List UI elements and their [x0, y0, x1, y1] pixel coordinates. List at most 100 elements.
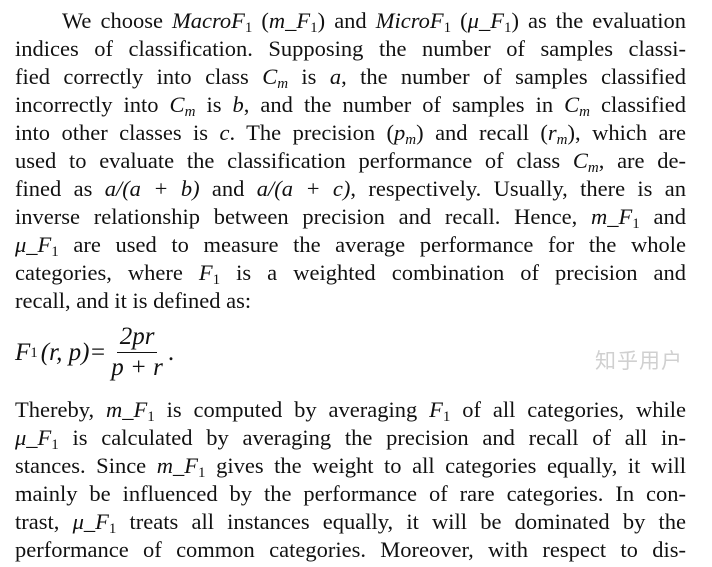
text-line: performance of common categories. Moreov… — [15, 536, 686, 564]
text-run: Thereby, — [15, 397, 107, 422]
math-italic: a — [329, 64, 342, 89]
formula-denominator: p + r — [111, 354, 163, 381]
math-italic: m_F — [156, 453, 198, 478]
math-subscript: m — [556, 132, 568, 148]
math-subscript: 1 — [147, 409, 155, 425]
math-subscript: 1 — [198, 465, 206, 481]
text-line: into other classes is c. The precision (… — [15, 119, 686, 148]
formula-end: . — [167, 338, 175, 366]
math-subscript: 1 — [51, 437, 59, 453]
text-run: and — [199, 176, 257, 201]
math-italic: b — [232, 92, 244, 117]
math-italic: r — [547, 120, 557, 145]
math-subscript: 1 — [244, 20, 253, 36]
math-italic: p — [394, 120, 406, 145]
math-italic: C — [169, 92, 185, 117]
text-line: incorrectly into Cm is b, and the number… — [15, 91, 687, 120]
text-line: used to evaluate the classification perf… — [15, 147, 686, 176]
math-subscript: 1 — [212, 272, 221, 288]
math-italic: c — [219, 120, 230, 145]
text-line: inverse relationship between precision a… — [15, 203, 686, 232]
text-run: gives the weight to all categories equal… — [205, 453, 686, 478]
math-subscript: 1 — [310, 20, 318, 36]
text-run: is calculated by averaging the precision… — [58, 425, 686, 450]
text-run: trast, — [15, 509, 73, 534]
f1-formula: F 1 (r, p)= 2pr p + r . — [15, 322, 175, 383]
text-run: ) as the evaluation — [511, 8, 687, 33]
text-line: Thereby, m_F1 is computed by averaging F… — [15, 396, 687, 425]
text-run: and — [639, 204, 686, 229]
math-subscript: m — [405, 132, 417, 148]
text-line: trast, μ_F1 treats all instances equally… — [15, 508, 686, 537]
text-run: ) and recall ( — [416, 120, 548, 145]
text-run: treats all instances equally, it will be… — [116, 509, 686, 534]
math-subscript: 1 — [632, 216, 640, 232]
text-line: fied correctly into class Cm is a, the n… — [15, 63, 686, 92]
text-run: is — [195, 92, 233, 117]
math-subscript: 1 — [442, 409, 451, 425]
text-run: , and the number of samples in — [243, 92, 565, 117]
text-run: incorrectly into — [15, 92, 170, 117]
math-italic: C — [262, 64, 278, 89]
math-italic: a/(a + c) — [256, 176, 351, 201]
paragraph-evaluation-indices: We choose MacroF1 (m_F1) and MicroF1 (μ_… — [15, 7, 686, 315]
text-run: ), which are — [567, 120, 686, 145]
math-italic: MacroF — [171, 8, 245, 33]
text-line: μ_F1 are used to measure the average per… — [15, 231, 686, 260]
math-subscript: 1 — [443, 20, 452, 36]
text-run: are used to measure the average performa… — [58, 232, 686, 257]
text-run: into other classes is — [15, 120, 220, 145]
math-italic: F — [429, 397, 443, 422]
text-run: mainly be influenced by the performance … — [15, 481, 686, 506]
math-subscript: 1 — [503, 20, 512, 36]
watermark: 知乎用户 — [595, 349, 683, 373]
math-italic: C — [564, 92, 580, 117]
text-line: recall, and it is defined as: — [15, 287, 686, 315]
text-run: inverse relationship between precision a… — [15, 204, 591, 229]
text-line: indices of classification. Supposing the… — [15, 35, 686, 63]
math-italic: C — [572, 148, 588, 173]
formula-args: (r, p)= — [40, 338, 107, 366]
text-line: categories, where F1 is a weighted combi… — [15, 259, 686, 288]
text-run: , respectively. Usually, there is an — [350, 176, 687, 201]
math-subscript: m — [587, 160, 599, 176]
math-italic: m_F — [268, 8, 311, 33]
text-run: categories, where — [15, 260, 199, 285]
text-line: μ_F1 is calculated by averaging the prec… — [15, 424, 686, 453]
text-run: fined as — [15, 176, 105, 201]
formula-fraction: 2pr p + r — [108, 322, 166, 383]
text-run: is — [288, 64, 330, 89]
math-italic: μ_F — [72, 509, 109, 534]
paragraph-f1-comparison: Thereby, m_F1 is computed by averaging F… — [15, 396, 686, 564]
text-run: fied correctly into class — [15, 64, 263, 89]
math-italic: μ_F — [15, 425, 52, 450]
text-run: ) and — [317, 8, 376, 33]
text-run: recall, and it is defined as: — [15, 288, 252, 313]
text-run: , the number of samples classified — [341, 64, 686, 89]
text-run: is a weighted combination of precision a… — [220, 260, 686, 285]
math-subscript: m — [277, 76, 289, 92]
math-italic: F — [198, 260, 213, 285]
formula-lhs: F — [15, 338, 31, 366]
math-subscript: m — [579, 104, 590, 120]
text-run: of all categories, while — [450, 397, 687, 422]
text-line: mainly be influenced by the performance … — [15, 480, 686, 508]
text-run: , are de- — [598, 148, 686, 173]
math-subscript: m — [184, 104, 196, 120]
text-run: performance of common categories. Moreov… — [15, 537, 686, 562]
text-run: stances. Since — [15, 453, 157, 478]
text-run: ( — [451, 8, 468, 33]
math-italic: m_F — [591, 204, 633, 229]
text-run: . The precision ( — [229, 120, 395, 145]
text-run: classified — [590, 92, 687, 117]
math-italic: a/(a + b) — [104, 176, 200, 201]
text-run: used to evaluate the classification perf… — [15, 148, 573, 173]
text-run: is computed by averaging — [154, 397, 430, 422]
math-italic: MicroF — [375, 8, 444, 33]
text-line: stances. Since m_F1 gives the weight to … — [15, 452, 686, 481]
text-line: We choose MacroF1 (m_F1) and MicroF1 (μ_… — [15, 7, 687, 36]
math-italic: μ_F — [467, 8, 504, 33]
formula-numerator: 2pr — [116, 322, 158, 353]
text-run: ( — [252, 8, 269, 33]
math-subscript: 1 — [108, 521, 117, 537]
